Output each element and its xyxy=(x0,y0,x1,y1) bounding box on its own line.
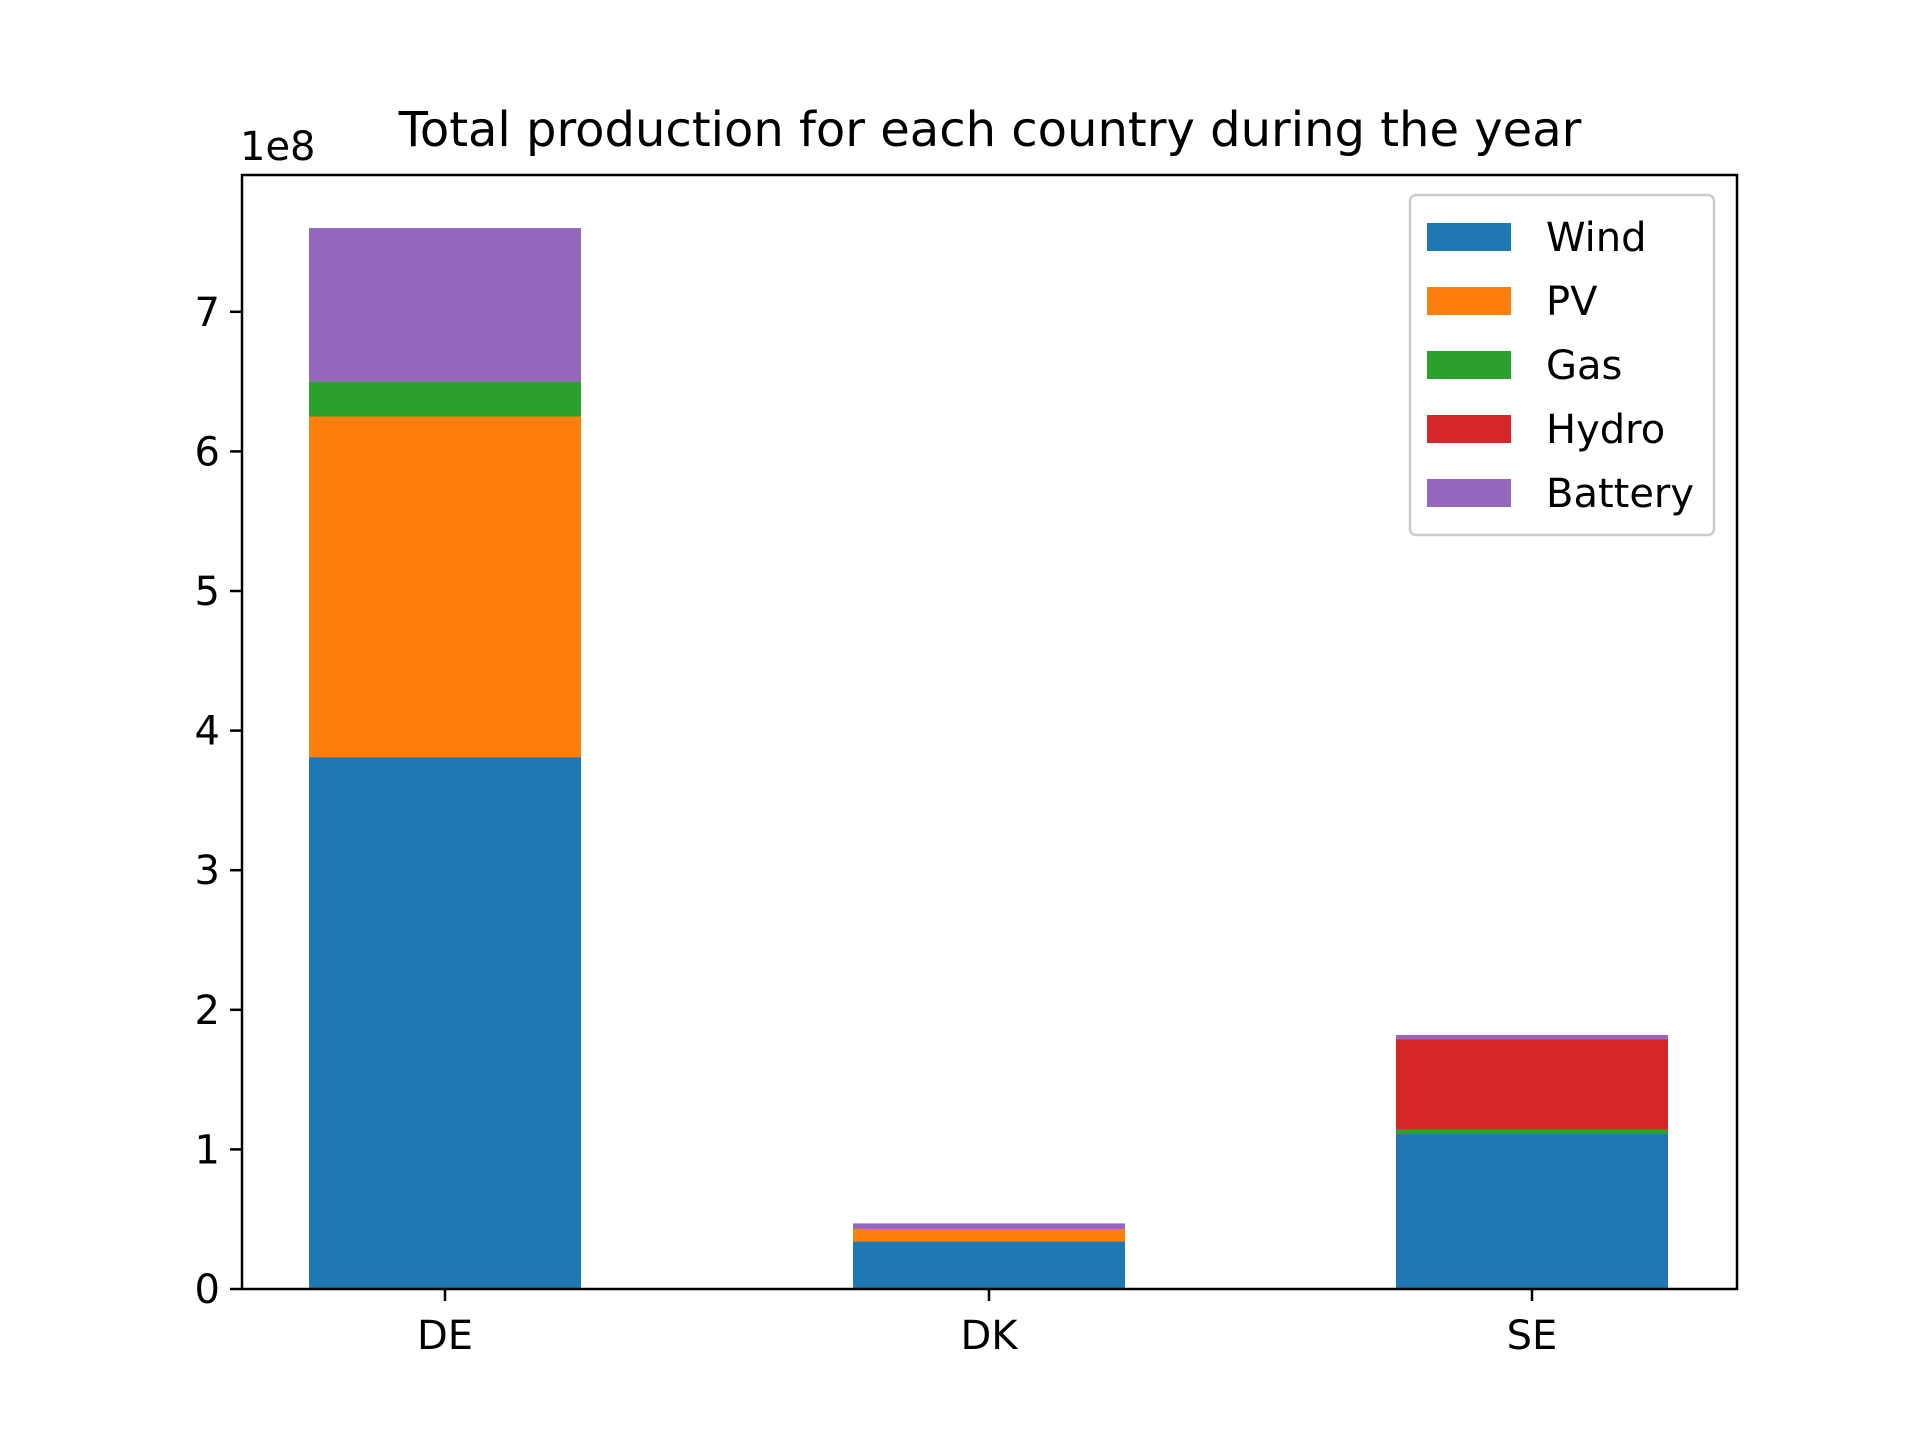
legend-label-wind: Wind xyxy=(1546,215,1647,261)
y-tick-label: 0 xyxy=(195,1267,220,1313)
legend-swatch-battery xyxy=(1427,479,1511,507)
bar-battery-dk xyxy=(853,1223,1125,1229)
legend-swatch-pv xyxy=(1427,287,1511,315)
legend-label-pv: PV xyxy=(1546,279,1598,325)
bars-group xyxy=(309,228,1668,1289)
legend-label-battery: Battery xyxy=(1546,471,1694,517)
bar-gas-se xyxy=(1396,1129,1668,1135)
bar-hydro-se xyxy=(1396,1039,1668,1130)
bar-battery-de xyxy=(309,228,581,382)
bar-pv-dk xyxy=(853,1228,1125,1242)
legend-box xyxy=(1408,193,1716,537)
legend-swatch-hydro xyxy=(1427,415,1511,443)
bar-wind-de xyxy=(309,757,581,1289)
y-tick-label: 2 xyxy=(195,988,220,1034)
legend-label-hydro: Hydro xyxy=(1546,407,1665,453)
x-tick-label-dk: DK xyxy=(960,1313,1019,1359)
y-tick-label: 7 xyxy=(195,290,220,336)
y-tick-label: 5 xyxy=(195,569,220,615)
legend-swatch-wind xyxy=(1427,223,1511,251)
bar-wind-dk xyxy=(853,1241,1125,1289)
y-offset-label: 1e8 xyxy=(240,124,316,170)
y-tick-label: 1 xyxy=(195,1127,220,1173)
x-tick-label-se: SE xyxy=(1507,1313,1558,1359)
y-tick-label: 3 xyxy=(195,848,220,894)
bar-battery-se xyxy=(1396,1034,1668,1040)
legend-swatch-gas xyxy=(1427,351,1511,379)
bar-wind-se xyxy=(1396,1134,1668,1289)
x-tick-label-de: DE xyxy=(417,1313,473,1359)
y-tick-label: 6 xyxy=(195,429,220,475)
legend-label-gas: Gas xyxy=(1546,343,1622,389)
y-tick-label: 4 xyxy=(195,709,220,755)
bar-gas-de xyxy=(309,381,581,417)
bar-pv-de xyxy=(309,416,581,758)
chart-title: Total production for each country during… xyxy=(398,102,1582,158)
axes-group: 0 1 2 3 4 5 6 7 DE DK SE xyxy=(195,173,1739,1359)
legend: Wind PV Gas Hydro Battery xyxy=(1408,193,1716,537)
